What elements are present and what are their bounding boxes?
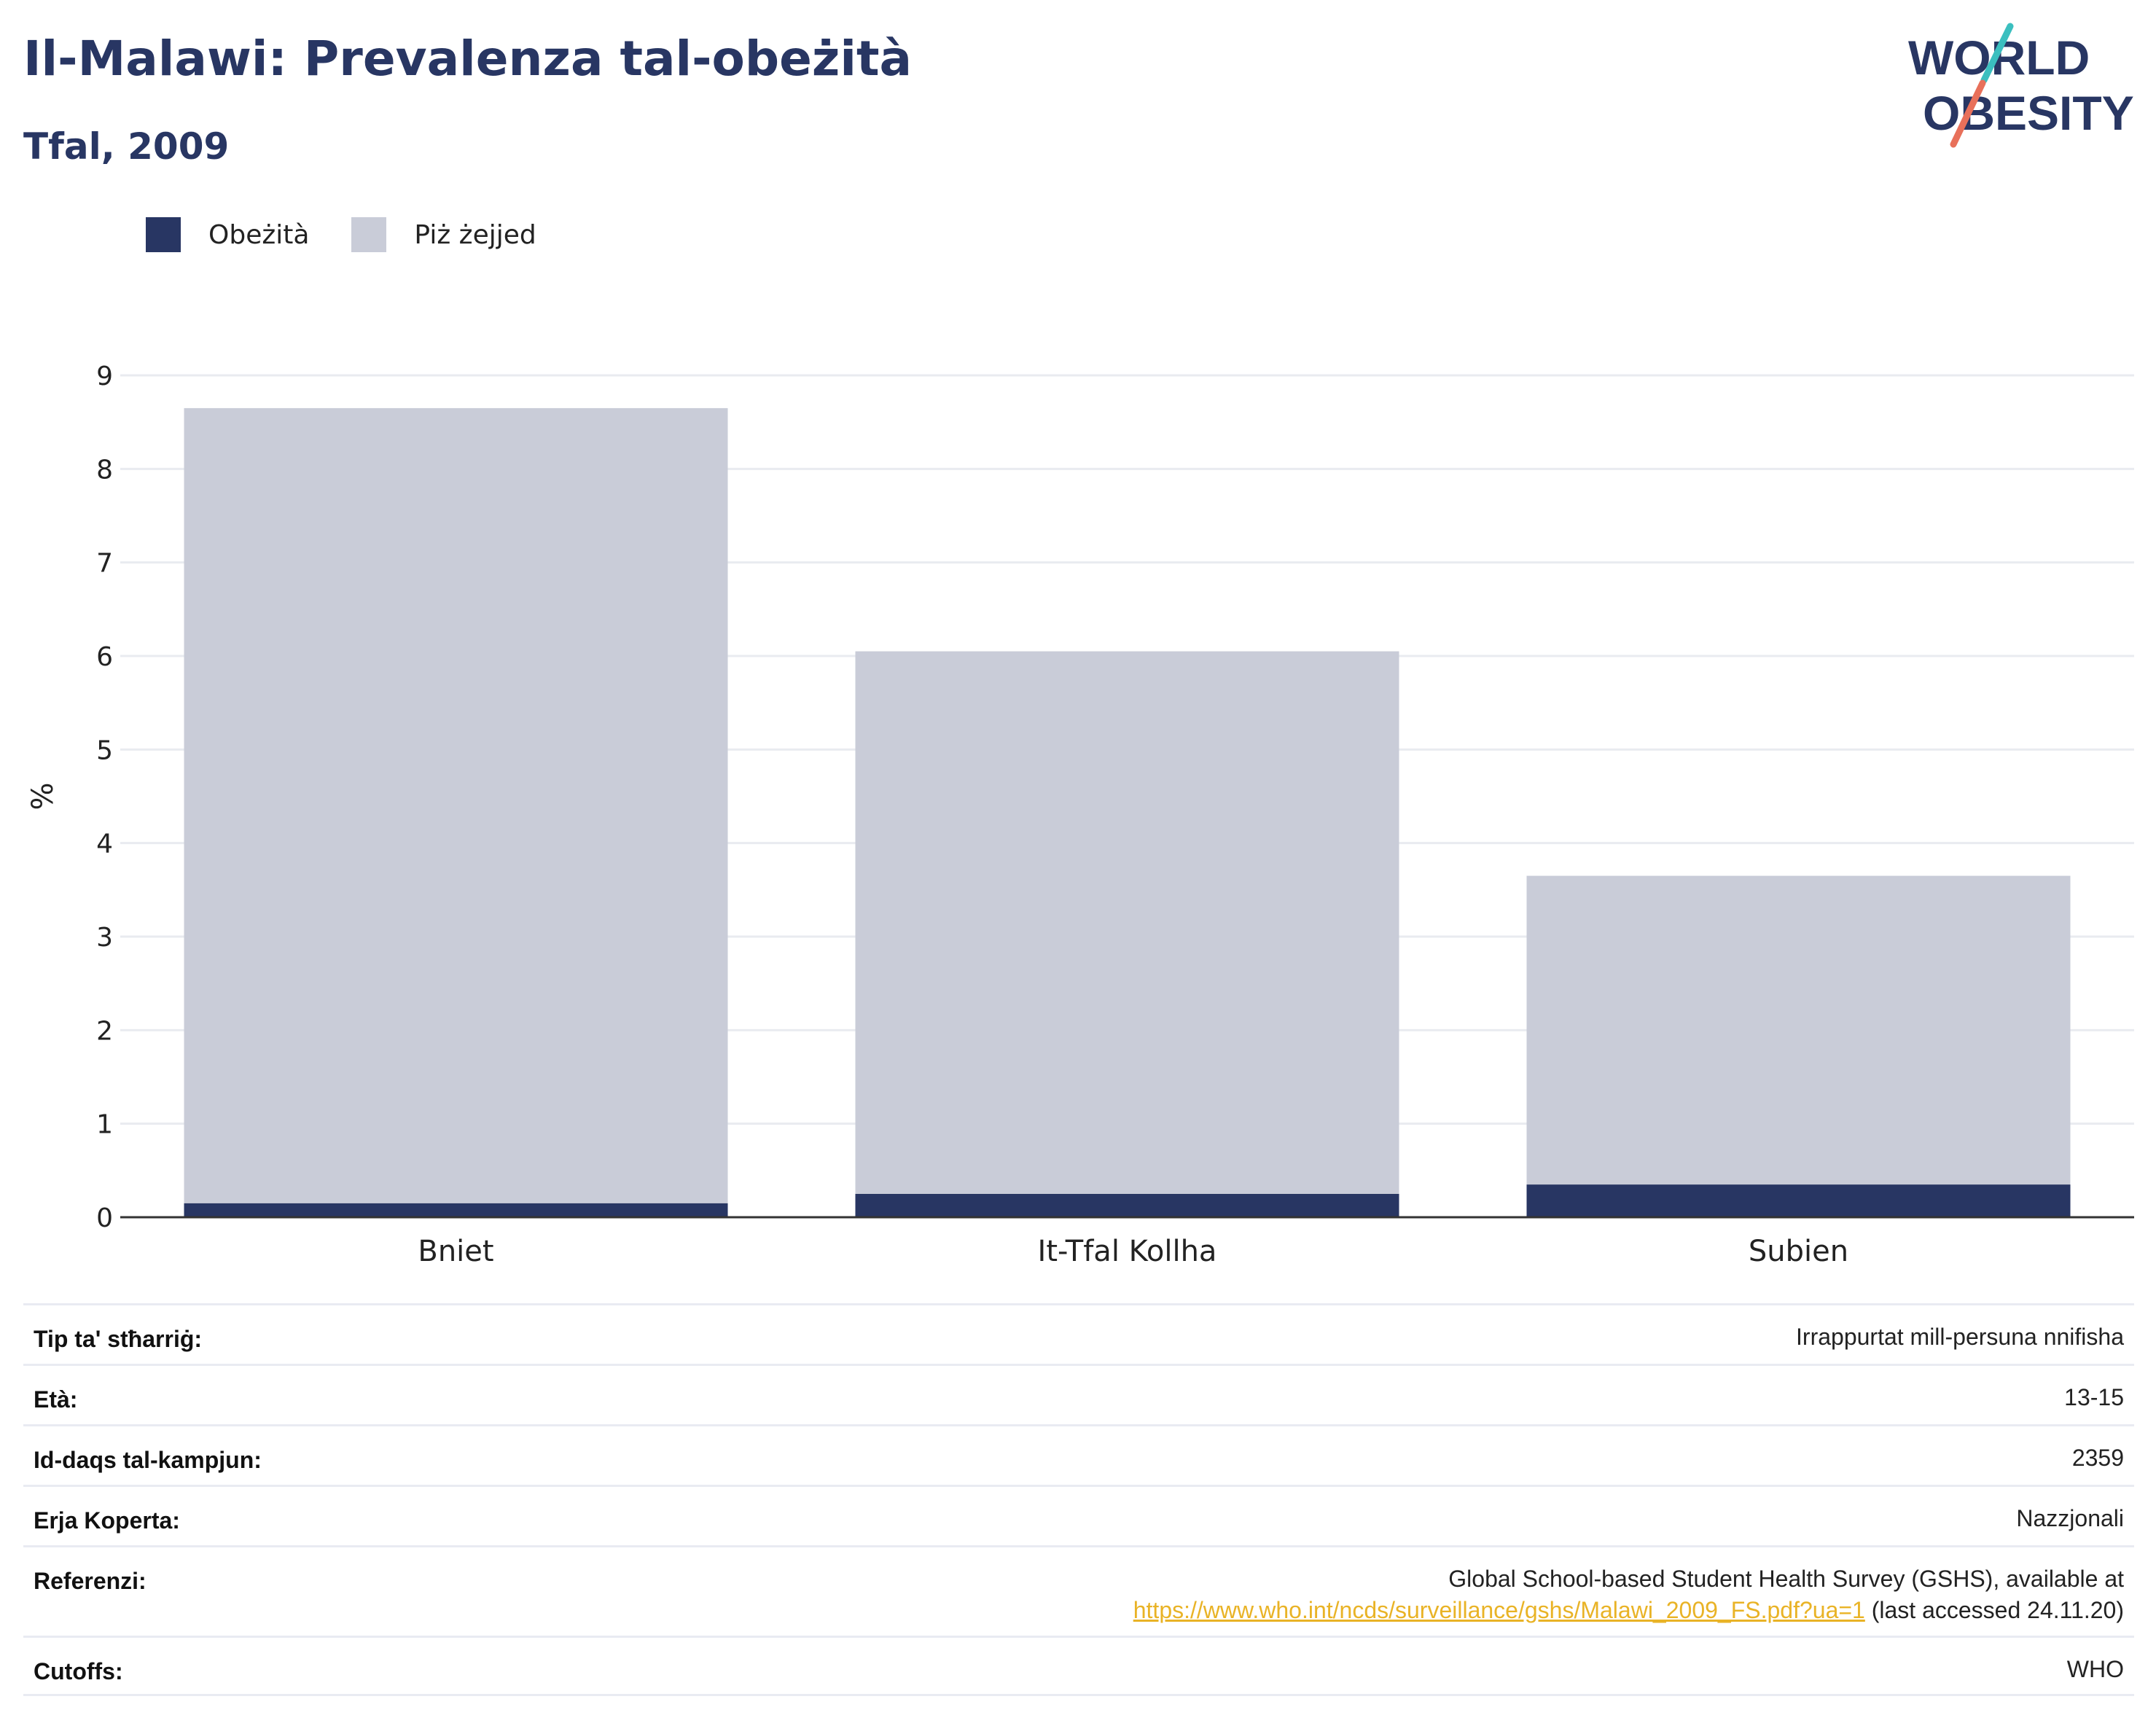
info-label-age: Età:: [34, 1386, 78, 1413]
bar-obesity-2: [1526, 1184, 2071, 1217]
info-value-age: 13-15: [2064, 1384, 2124, 1410]
info-row-cutoffs: Cutoffs: WHO: [23, 1636, 2134, 1696]
y-tick-label: 5: [96, 735, 113, 765]
bar-overweight-0: [184, 407, 728, 1203]
info-label-references: Referenzi:: [34, 1568, 147, 1594]
info-label-sample-size: Id-daqs tal-kampjun:: [34, 1447, 262, 1473]
y-tick-label: 8: [96, 455, 113, 485]
y-tick-label: 7: [96, 549, 113, 579]
legend-swatch-obesity: [146, 217, 181, 252]
logo-slash-teal: [1980, 23, 2014, 84]
info-label-area: Erja Koperta:: [34, 1507, 180, 1534]
world-obesity-logo: WORLD OBESITY: [1908, 23, 2134, 148]
reference-link[interactable]: https://www.who.int/ncds/surveillance/gs…: [1133, 1597, 1865, 1623]
y-tick-label: 6: [96, 642, 113, 672]
x-tick-label: Subien: [1749, 1235, 1848, 1268]
reference-accessed: (last accessed 24.11.20): [1864, 1597, 2124, 1623]
info-value-area: Nazzjonali: [2016, 1505, 2124, 1531]
info-label-survey-type: Tip ta' stħarriġ:: [34, 1326, 203, 1352]
info-row-area: Erja Koperta: Nazzjonali: [23, 1485, 2134, 1545]
legend-item-overweight[interactable]: Piż żejjed: [351, 217, 536, 252]
logo-text-obesity: OBESITY: [1923, 86, 2134, 140]
info-row-sample-size: Id-daqs tal-kampjun: 2359: [23, 1424, 2134, 1485]
y-tick-label: 9: [96, 362, 113, 391]
reference-line-2: https://www.who.int/ncds/surveillance/gs…: [1133, 1595, 2124, 1626]
logo-slash-coral: [1950, 79, 1986, 148]
y-tick-label: 1: [96, 1110, 113, 1140]
info-value-references: Global School-based Student Health Surve…: [1133, 1563, 2124, 1626]
x-tick-label: Bniet: [418, 1235, 493, 1268]
info-value-sample-size: 2359: [2071, 1445, 2124, 1471]
info-value-survey-type: Irrappurtat mill-persuna nnifisha: [1796, 1324, 2124, 1350]
bar-overweight-1: [855, 651, 1399, 1194]
reference-text: Global School-based Student Health Surve…: [1448, 1566, 2124, 1592]
chart-title: Il-Malawi: Prevalenza tal-obeżità: [23, 31, 913, 87]
chart-legend: Obeżità Piż żejjed: [146, 217, 579, 252]
y-tick-label: 3: [96, 923, 113, 953]
info-row-references: Referenzi: Global School-based Student H…: [23, 1545, 2134, 1636]
y-tick-label: 0: [96, 1203, 113, 1233]
legend-label-obesity: Obeżità: [208, 219, 310, 250]
info-table: Tip ta' stħarriġ: Irrappurtat mill-persu…: [23, 1303, 2134, 1696]
info-value-cutoffs: WHO: [2066, 1656, 2124, 1682]
bar-obesity-0: [184, 1203, 728, 1217]
legend-swatch-overweight: [351, 217, 387, 252]
bar-chart: 0 1 2 3 4 5 6 7 8 9% Bniet It-Tfal Kollha Subien: [26, 362, 2134, 1268]
logo-text-world: WORLD: [1908, 31, 2090, 85]
legend-item-obesity[interactable]: Obeżità: [146, 217, 309, 252]
info-row-age: Età: 13-15: [23, 1364, 2134, 1424]
legend-label-overweight: Piż żejjed: [414, 219, 536, 250]
y-tick-label: 4: [96, 829, 113, 859]
bar-obesity-1: [855, 1193, 1399, 1217]
info-label-cutoffs: Cutoffs:: [34, 1658, 123, 1684]
bar-overweight-2: [1526, 875, 2071, 1185]
y-tick-label: 2: [96, 1016, 113, 1046]
chart-subtitle: Tfal, 2009: [23, 125, 230, 168]
y-axis-label: %: [26, 782, 60, 810]
info-row-survey-type: Tip ta' stħarriġ: Irrappurtat mill-persu…: [23, 1303, 2134, 1364]
x-tick-label: It-Tfal Kollha: [1038, 1235, 1217, 1268]
